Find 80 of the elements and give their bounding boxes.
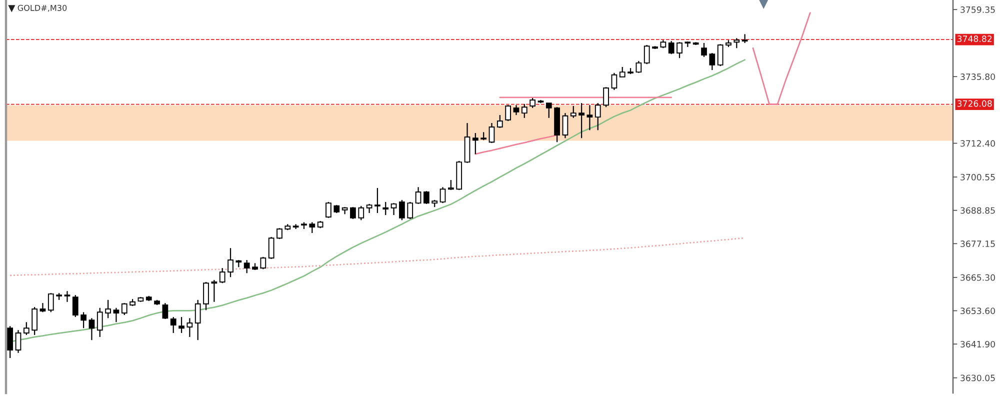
- candlestick: [594, 102, 601, 131]
- candlestick: [96, 307, 103, 338]
- candlestick: [734, 38, 740, 49]
- candlestick: [701, 42, 707, 58]
- candlestick: [15, 330, 22, 354]
- candlestick: [521, 103, 528, 118]
- text: GOLD#,M30: [18, 4, 67, 12]
- candlestick: [546, 102, 552, 118]
- candlestick: [407, 201, 414, 220]
- y-tick-label: 3665.30: [960, 274, 995, 281]
- candlestick: [244, 259, 250, 274]
- candlestick: [374, 187, 380, 214]
- candlestick: [228, 248, 234, 278]
- candlestick: [260, 256, 266, 270]
- candlestick: [186, 318, 193, 338]
- candlestick: [488, 122, 495, 144]
- candlestick: [709, 52, 716, 71]
- line-series: [9, 237, 746, 276]
- y-tick-label: 3700.55: [960, 174, 995, 180]
- candlestick: [48, 292, 54, 313]
- candlestick: [448, 179, 454, 191]
- candlestick: [382, 201, 389, 216]
- candlestick: [194, 299, 201, 341]
- candlestick: [178, 316, 184, 334]
- candlestick: [64, 290, 70, 302]
- candlestick: [513, 104, 520, 116]
- candlestick: [505, 104, 512, 122]
- candlestick: [219, 267, 226, 284]
- y-tick-label: 3630.05: [960, 374, 995, 382]
- candlestick: [440, 186, 446, 204]
- candlestick: [636, 60, 642, 74]
- candlestick: [32, 306, 38, 336]
- candlestick: [644, 44, 650, 65]
- candlestick: [668, 40, 674, 55]
- ref-line-label: 3748.82: [957, 36, 992, 42]
- y-tick-label: 3712.40: [960, 140, 995, 147]
- ref-line-label: 3726.08: [957, 100, 992, 107]
- candlestick: [358, 205, 364, 221]
- candlestick: [570, 105, 576, 118]
- candlestick: [366, 203, 372, 214]
- candlestick: [309, 222, 316, 234]
- candlestick: [562, 112, 568, 139]
- candlestick: [268, 236, 274, 260]
- candlestick: [105, 299, 111, 319]
- candlestick: [170, 316, 176, 334]
- y-tick-label: 3688.85: [960, 207, 995, 214]
- candlestick: [162, 302, 168, 320]
- candlestick: [350, 206, 356, 220]
- candlestick: [121, 302, 128, 316]
- candlestick: [717, 44, 724, 67]
- candlestick: [399, 199, 405, 221]
- candlestick: [276, 228, 282, 240]
- candlestick: [530, 97, 536, 108]
- candlestick: [676, 42, 682, 59]
- candlestick: [23, 322, 30, 336]
- candlestick: [203, 281, 209, 311]
- candlestick: [7, 326, 14, 359]
- y-tick-label: 3759.35: [960, 6, 995, 13]
- candlestick: [390, 202, 397, 216]
- candlestick: [424, 190, 430, 204]
- y-tick-label: 3735.80: [960, 73, 995, 80]
- candlestick: [496, 114, 503, 128]
- candlestick: [72, 294, 78, 318]
- candlestick: [619, 66, 626, 78]
- candlestick: [472, 132, 478, 155]
- candlestick: [415, 186, 422, 204]
- y-tick-label: 3677.15: [960, 240, 995, 248]
- candlestick: [113, 307, 120, 323]
- candlestick: [211, 279, 218, 302]
- line-series: [752, 12, 811, 105]
- candlestick: [611, 72, 618, 91]
- candlestick: [40, 302, 46, 313]
- candlestick: [326, 201, 332, 218]
- candlestick: [578, 102, 584, 139]
- y-tick-label: 3653.60: [960, 308, 995, 314]
- y-tick-label: 3641.90: [960, 340, 995, 348]
- candlestick: [586, 104, 593, 131]
- candlestick: [88, 318, 95, 341]
- candlestick: [80, 312, 86, 329]
- candlestick: [603, 86, 609, 108]
